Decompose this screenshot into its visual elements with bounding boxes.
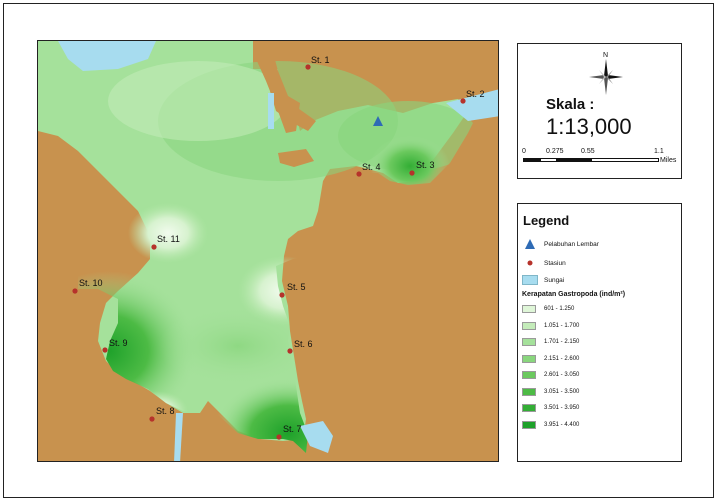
harbor-legend-icon bbox=[525, 239, 535, 249]
river-legend-swatch bbox=[522, 275, 538, 285]
density-class-row: 1.701 - 2.150 bbox=[522, 338, 579, 346]
density-class-row: 2.601 - 3.050 bbox=[522, 371, 579, 379]
station-2-label: St. 2 bbox=[466, 89, 485, 99]
legend-item-river: Sungai bbox=[522, 275, 564, 285]
scale-ratio: 1:13,000 bbox=[546, 114, 632, 139]
station-6-marker[interactable] bbox=[287, 348, 293, 354]
density-class-swatch bbox=[522, 387, 536, 396]
density-class-swatch bbox=[522, 371, 536, 379]
station-4-label: St. 4 bbox=[362, 162, 381, 172]
harbor-canal bbox=[268, 93, 274, 129]
station-10-marker[interactable] bbox=[72, 288, 78, 294]
map-canvas: St. 1 St. 2 St. 3 St. 4 St. 5 St. 6 St. … bbox=[38, 41, 498, 461]
density-class-swatch bbox=[522, 404, 536, 412]
density-class-row: 3.051 - 3.500 bbox=[522, 387, 580, 396]
density-class-swatch bbox=[522, 338, 536, 346]
density-legend-title: Kerapatan Gastropoda (ind/m²) bbox=[522, 291, 626, 298]
station-9-label: St. 9 bbox=[109, 338, 128, 348]
scale-tick-3: 1.1 bbox=[654, 148, 664, 155]
density-class-label: 3.051 - 3.500 bbox=[544, 388, 580, 395]
station-2-marker[interactable] bbox=[460, 98, 466, 104]
legend-item-station: Stasiun bbox=[522, 258, 566, 268]
legend-item-station-label: Stasiun bbox=[544, 259, 566, 267]
scale-tick-1: 0.275 bbox=[546, 148, 564, 155]
legend-item-harbor-label: Pelabuhan Lembar bbox=[544, 240, 599, 248]
scale-heading: Skala : bbox=[546, 96, 595, 113]
river-south bbox=[300, 421, 333, 453]
north-label: N bbox=[603, 52, 608, 59]
river-northwest bbox=[58, 41, 156, 71]
density-class-label: 3.951 - 4.400 bbox=[544, 421, 580, 428]
density-class-row: 2.151 - 2.600 bbox=[522, 354, 580, 363]
density-class-label: 3.501 - 3.950 bbox=[544, 405, 580, 411]
scale-tick-0: 0 bbox=[522, 148, 526, 155]
density-class-swatch bbox=[522, 420, 536, 429]
density-class-row: 3.501 - 3.950 bbox=[522, 404, 579, 412]
station-3-marker[interactable] bbox=[409, 170, 415, 176]
legend-item-harbor: Pelabuhan Lembar bbox=[522, 239, 599, 249]
density-class-swatch bbox=[522, 321, 536, 330]
station-3-label: St. 3 bbox=[416, 160, 435, 170]
station-11-marker[interactable] bbox=[151, 244, 157, 250]
station-8-label: St. 8 bbox=[156, 406, 175, 416]
legend-panel: Legend Pelabuhan Lembar Stasiun Sungai K… bbox=[517, 203, 682, 462]
density-class-swatch bbox=[522, 354, 536, 363]
density-class-label: 1.701 - 2.150 bbox=[544, 339, 580, 345]
density-class-swatch bbox=[522, 305, 536, 313]
north-arrow-icon: N bbox=[589, 52, 623, 95]
density-class-label: 2.151 - 2.600 bbox=[544, 355, 580, 362]
density-class-label: 2.601 - 3.050 bbox=[544, 372, 580, 378]
station-legend-icon bbox=[527, 260, 533, 266]
legend-title: Legend bbox=[523, 213, 570, 228]
scale-panel: N Skala : 1:13,000 0 0.275 0.55 1.1 Mile… bbox=[517, 43, 682, 179]
station-markers: St. 1 St. 2 St. 3 St. 4 St. 5 St. 6 St. … bbox=[72, 55, 485, 440]
density-class-row: 601 - 1.250 bbox=[522, 305, 574, 313]
scale-tick-2: 0.55 bbox=[581, 148, 595, 155]
page-frame bbox=[3, 3, 714, 498]
density-map[interactable]: St. 1 St. 2 St. 3 St. 4 St. 5 St. 6 St. … bbox=[37, 40, 499, 462]
station-8-marker[interactable] bbox=[149, 416, 155, 422]
station-11-label: St. 11 bbox=[157, 234, 180, 244]
station-1-label: St. 1 bbox=[311, 55, 330, 65]
density-class-row: 1.051 - 1.700 bbox=[522, 321, 580, 330]
station-9-marker[interactable] bbox=[102, 347, 108, 353]
river-southwest bbox=[174, 413, 183, 461]
island bbox=[278, 149, 314, 167]
station-6-label: St. 6 bbox=[294, 339, 313, 349]
station-7-label: St. 7 bbox=[283, 424, 302, 434]
station-4-marker[interactable] bbox=[356, 171, 362, 177]
station-5-marker[interactable] bbox=[279, 292, 285, 298]
station-1-marker[interactable] bbox=[305, 64, 311, 70]
station-5-label: St. 5 bbox=[287, 282, 306, 292]
density-class-label: 1.051 - 1.700 bbox=[544, 322, 580, 329]
station-7-marker[interactable] bbox=[276, 434, 282, 440]
scale-unit: Miles bbox=[660, 157, 677, 164]
scale-bar bbox=[523, 158, 659, 162]
land-spit-northeast bbox=[270, 91, 316, 131]
legend-item-river-label: Sungai bbox=[544, 276, 565, 284]
station-10-label: St. 10 bbox=[79, 278, 103, 288]
density-class-row: 3.951 - 4.400 bbox=[522, 420, 580, 429]
river-east bbox=[446, 89, 498, 121]
harbor-triangle-icon[interactable] bbox=[373, 116, 383, 126]
density-class-label: 601 - 1.250 bbox=[544, 306, 575, 312]
